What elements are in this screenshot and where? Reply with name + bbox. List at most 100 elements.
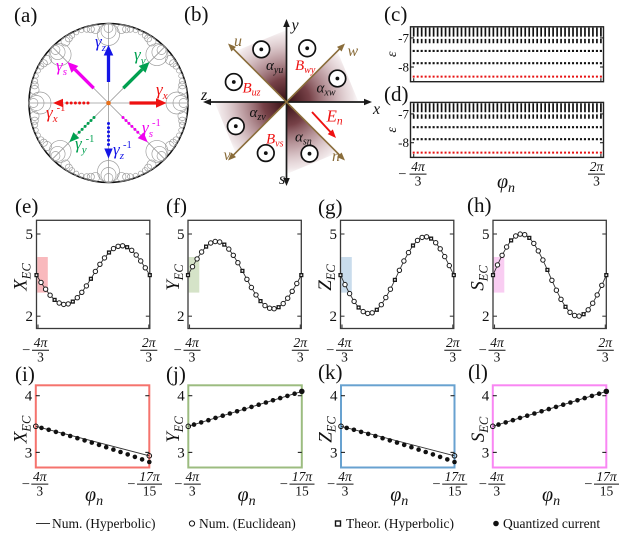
svg-text:17π: 17π	[596, 469, 618, 484]
svg-text:-7: -7	[398, 106, 409, 121]
svg-text:2π: 2π	[294, 335, 309, 350]
svg-text:−: −	[432, 476, 440, 492]
svg-text:−: −	[327, 476, 335, 492]
svg-text:3: 3	[449, 350, 456, 365]
svg-text:3: 3	[37, 350, 44, 365]
svg-text:−: −	[479, 476, 487, 492]
svg-text:(h): (h)	[467, 193, 492, 217]
svg-text:Num. (Euclidean): Num. (Euclidean)	[199, 516, 296, 531]
svg-text:3: 3	[297, 350, 304, 365]
svg-text:γy: γy	[134, 45, 146, 67]
svg-text:(k): (k)	[318, 360, 343, 384]
svg-text:4π: 4π	[411, 159, 426, 174]
svg-text:5: 5	[26, 227, 34, 243]
svg-text:3: 3	[177, 445, 185, 461]
svg-text:−: −	[479, 342, 487, 358]
svg-text:(e): (e)	[15, 194, 38, 218]
svg-text:2: 2	[482, 309, 490, 325]
svg-text:3: 3	[189, 350, 196, 365]
svg-text:v: v	[224, 147, 232, 164]
svg-text:(b): (b)	[184, 2, 209, 26]
svg-text:Theor. (Hyperbolic): Theor. (Hyperbolic)	[346, 516, 454, 531]
svg-text:Num. (Hyperbolic): Num. (Hyperbolic)	[52, 516, 155, 531]
svg-text:15: 15	[143, 484, 157, 499]
svg-text:2π: 2π	[590, 159, 605, 174]
svg-text:3: 3	[482, 445, 490, 461]
svg-text:-7: -7	[398, 30, 409, 45]
svg-text:-8: -8	[398, 60, 409, 75]
svg-text:(c): (c)	[384, 2, 407, 26]
svg-text:2: 2	[330, 309, 338, 325]
svg-text:4π: 4π	[186, 469, 201, 484]
svg-text:4π: 4π	[34, 335, 49, 350]
svg-text:−: −	[280, 476, 288, 492]
svg-text:−: −	[174, 476, 182, 492]
svg-text:y: y	[290, 17, 300, 34]
svg-text:x: x	[372, 101, 380, 118]
svg-text:3: 3	[415, 174, 422, 189]
svg-text:(l): (l)	[468, 360, 488, 384]
svg-text:2π: 2π	[599, 335, 614, 350]
svg-text:(i): (i)	[15, 362, 35, 386]
svg-text:Quantized current: Quantized current	[503, 516, 600, 531]
svg-text:−: −	[22, 342, 30, 358]
svg-text:3: 3	[36, 484, 43, 499]
svg-text:3: 3	[341, 350, 348, 365]
svg-text:γz: γz	[95, 32, 107, 54]
svg-text:3: 3	[330, 445, 338, 461]
svg-text:3: 3	[145, 350, 152, 365]
svg-text:(f): (f)	[166, 194, 187, 218]
svg-text:ε: ε	[385, 127, 400, 133]
svg-text:3: 3	[189, 484, 196, 499]
svg-text:−: −	[174, 342, 182, 358]
svg-text:(g): (g)	[318, 195, 343, 219]
svg-text:3: 3	[342, 484, 349, 499]
svg-text:15: 15	[295, 484, 309, 499]
svg-text:5: 5	[330, 227, 338, 243]
svg-text:3: 3	[493, 484, 500, 499]
svg-text:3: 3	[25, 445, 33, 461]
svg-text:(a): (a)	[14, 3, 37, 27]
svg-text:s: s	[279, 171, 285, 188]
svg-text:−: −	[584, 476, 592, 492]
svg-text:3: 3	[494, 350, 501, 365]
svg-text:2π: 2π	[142, 335, 157, 350]
svg-text:4π: 4π	[490, 335, 505, 350]
svg-text:-8: -8	[398, 135, 409, 150]
svg-text:n: n	[332, 148, 340, 165]
svg-text:17π: 17π	[445, 469, 467, 484]
svg-text:−: −	[22, 476, 30, 492]
svg-text:4: 4	[25, 389, 33, 405]
svg-text:15: 15	[600, 484, 614, 499]
svg-text:4π: 4π	[185, 335, 200, 350]
svg-text:SEC: SEC	[468, 416, 491, 442]
svg-text:15: 15	[448, 484, 462, 499]
svg-text:3: 3	[593, 174, 600, 189]
svg-text:4: 4	[330, 389, 338, 405]
svg-text:(j): (j)	[166, 362, 186, 386]
svg-text:4: 4	[482, 389, 490, 405]
svg-text:w: w	[348, 43, 359, 60]
svg-text:u: u	[234, 33, 242, 50]
svg-text:z: z	[200, 87, 208, 104]
svg-text:17π: 17π	[292, 469, 314, 484]
svg-text:ε: ε	[385, 51, 400, 57]
svg-text:(d): (d)	[384, 82, 409, 106]
svg-text:5: 5	[482, 227, 490, 243]
svg-text:γs: γs	[56, 56, 67, 78]
svg-text:2π: 2π	[446, 335, 461, 350]
svg-text:4π: 4π	[338, 469, 353, 484]
svg-text:4π: 4π	[338, 335, 353, 350]
svg-text:4π: 4π	[490, 469, 505, 484]
svg-text:γx: γx	[156, 80, 168, 102]
svg-text:−: −	[398, 166, 406, 182]
svg-text:−: −	[326, 342, 334, 358]
svg-text:−: −	[127, 476, 135, 492]
svg-text:5: 5	[177, 227, 185, 243]
svg-text:2: 2	[26, 309, 34, 325]
svg-text:17π: 17π	[139, 469, 161, 484]
svg-text:3: 3	[602, 350, 609, 365]
svg-text:4π: 4π	[33, 469, 48, 484]
svg-text:2: 2	[177, 309, 185, 325]
svg-text:4: 4	[177, 389, 185, 405]
